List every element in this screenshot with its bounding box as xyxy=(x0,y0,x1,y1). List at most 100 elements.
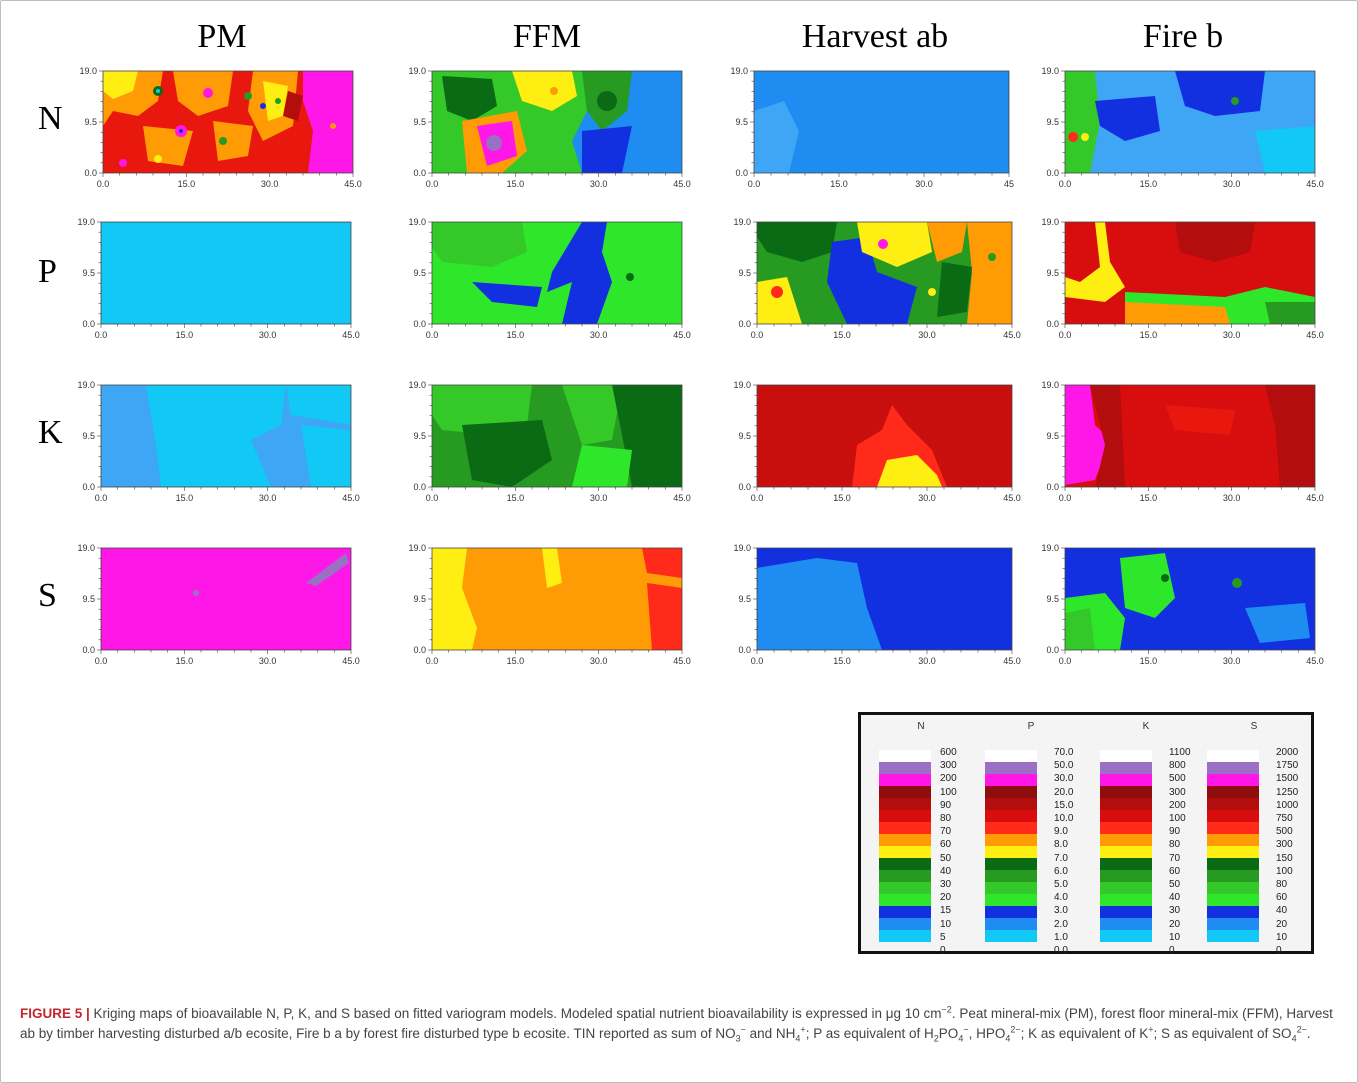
y-tick-label: 9.5 xyxy=(738,268,751,278)
legend-swatch xyxy=(879,786,931,798)
y-tick-label: 9.5 xyxy=(413,117,426,127)
y-tick-label: 9.5 xyxy=(1046,268,1059,278)
legend-swatch xyxy=(1100,834,1152,846)
legend-value: 1000 xyxy=(1276,799,1299,811)
legend-value: 20 xyxy=(1169,918,1181,930)
x-tick-label: 45.0 xyxy=(342,330,360,340)
legend-value: 9.0 xyxy=(1054,826,1068,838)
legend-swatch xyxy=(1100,906,1152,918)
legend-strip-k xyxy=(1100,750,1152,950)
legend-swatch xyxy=(1207,774,1259,786)
x-tick-label: 45.0 xyxy=(342,656,360,666)
caption-sub: 4 xyxy=(795,1033,801,1044)
legend-value: 10 xyxy=(1169,931,1181,943)
legend-value: 300 xyxy=(1169,786,1186,798)
x-tick-label: 45.0 xyxy=(1306,493,1324,503)
legend-value: 2.0 xyxy=(1054,918,1068,930)
x-tick-label: 30.0 xyxy=(259,330,277,340)
y-tick-label: 9.5 xyxy=(413,594,426,604)
y-tick-label: 0.0 xyxy=(738,319,751,329)
legend-swatch xyxy=(1207,882,1259,894)
axis-harvest-s: 0.0 15.0 30.0 45.0 19.0 9.5 0.0 xyxy=(733,543,1020,666)
y-tick-label: 19.0 xyxy=(1041,217,1059,227)
y-tick-label: 0.0 xyxy=(82,319,95,329)
caption-sup: + xyxy=(800,1024,806,1035)
caption-text: and NH xyxy=(745,1026,796,1041)
legend-value: 2000 xyxy=(1276,747,1299,758)
row-label-k: K xyxy=(38,414,63,451)
x-tick-label: 15.0 xyxy=(833,493,851,503)
column-title-harvest: Harvest ab xyxy=(801,18,949,55)
legend-swatch xyxy=(1100,762,1152,774)
caption-text: , HPO xyxy=(968,1026,1006,1041)
legend-value: 70 xyxy=(1169,852,1181,864)
legend-value: 0 xyxy=(1169,945,1175,957)
legend-value: 100 xyxy=(940,786,957,798)
x-tick-label: 15.0 xyxy=(176,656,194,666)
y-tick-label: 9.5 xyxy=(1046,431,1059,441)
x-tick-label: 0.0 xyxy=(751,493,764,503)
y-tick-label: 0.0 xyxy=(1046,645,1059,655)
legend-swatch xyxy=(985,786,1037,798)
axis-pm-k: 0.0 15.0 30.0 45.0 19.0 9.5 0.0 xyxy=(77,380,359,503)
legend-head-k: K xyxy=(1142,721,1150,732)
legend-values-p: 70.0 50.0 30.0 20.0 15.0 10.0 9.0 8.0 7.0 6.0 5.0 4… xyxy=(1054,746,1073,957)
y-tick-label: 19.0 xyxy=(1041,380,1059,390)
x-tick-label: 30.0 xyxy=(1223,493,1241,503)
caption-text: ; K as equivalent of K xyxy=(1020,1026,1149,1041)
y-tick-label: 9.5 xyxy=(413,431,426,441)
legend-values-s: 2000 1750 1500 1250 1000 750 500 300 150 100 80 60 4… xyxy=(1276,746,1298,957)
legend-swatch xyxy=(985,774,1037,786)
legend-value: 10 xyxy=(940,918,952,930)
legend-value: 800 xyxy=(1169,760,1186,772)
caption-text: ; S as equivalent of SO xyxy=(1153,1026,1292,1041)
legend-value: 30 xyxy=(1169,905,1181,917)
caption-sub: 4 xyxy=(958,1033,964,1044)
caption-sup: −2 xyxy=(941,1004,952,1015)
x-tick-label: 45.0 xyxy=(673,179,691,189)
legend-value: 30 xyxy=(940,879,952,891)
legend-swatch xyxy=(1100,798,1152,810)
y-tick-label: 9.5 xyxy=(82,431,95,441)
figure-caption: FIGURE 5 | Kriging maps of bioavailable … xyxy=(20,1004,1338,1044)
map-harvest-k: 0.0 15.0 30.0 45.0 19.0 9.5 0.0 xyxy=(733,380,1020,503)
legend-value: 80 xyxy=(1276,879,1288,891)
legend-swatch xyxy=(985,918,1037,930)
axis-fire-s: 0.0 15.0 30.0 45.0 19.0 9.5 0.0 xyxy=(1041,543,1323,666)
y-tick-label: 19.0 xyxy=(408,217,426,227)
x-tick-label: 30.0 xyxy=(259,493,277,503)
y-tick-label: 9.5 xyxy=(82,268,95,278)
legend-value: 60 xyxy=(1169,865,1181,877)
y-tick-label: 0.0 xyxy=(738,482,751,492)
legend-value: 150 xyxy=(1276,852,1293,864)
legend-value: 40 xyxy=(940,865,952,877)
x-tick-label: 0.0 xyxy=(95,656,108,666)
x-tick-label: 30.0 xyxy=(261,179,279,189)
x-tick-label: 45.0 xyxy=(1003,656,1021,666)
x-tick-label: 30.0 xyxy=(590,656,608,666)
legend-swatch xyxy=(1100,750,1152,762)
legend-value: 20.0 xyxy=(1054,786,1074,798)
legend-head-n: N xyxy=(917,721,925,732)
caption-sup: − xyxy=(740,1024,746,1035)
caption-sup: − xyxy=(963,1024,969,1035)
legend-value: 200 xyxy=(940,773,957,785)
y-tick-label: 0.0 xyxy=(82,482,95,492)
legend-swatch xyxy=(1207,858,1259,870)
legend-swatch xyxy=(1100,846,1152,858)
legend-swatch xyxy=(1207,786,1259,798)
axis-pm-s: 0.0 15.0 30.0 45.0 19.0 9.5 0.0 xyxy=(77,543,359,666)
legend-value: 500 xyxy=(1169,773,1186,785)
legend-swatch xyxy=(985,882,1037,894)
legend-swatch xyxy=(879,834,931,846)
map-pm-p: 0.0 15.0 30.0 45.0 19.0 9.5 0.0 xyxy=(77,217,359,340)
legend-swatch xyxy=(879,798,931,810)
color-legend: N P K S 600 300 200 100 90 80 70 60 50 40 30 20 15 10… xyxy=(858,712,1314,957)
x-tick-label: 0.0 xyxy=(95,330,108,340)
legend-swatch xyxy=(985,930,1037,942)
y-tick-label: 0.0 xyxy=(1046,482,1059,492)
y-tick-label: 9.5 xyxy=(738,594,751,604)
caption-sup: 2− xyxy=(1296,1024,1307,1035)
legend-swatch xyxy=(985,834,1037,846)
axis-harvest-k: 0.0 15.0 30.0 45.0 19.0 9.5 0.0 xyxy=(733,380,1020,503)
